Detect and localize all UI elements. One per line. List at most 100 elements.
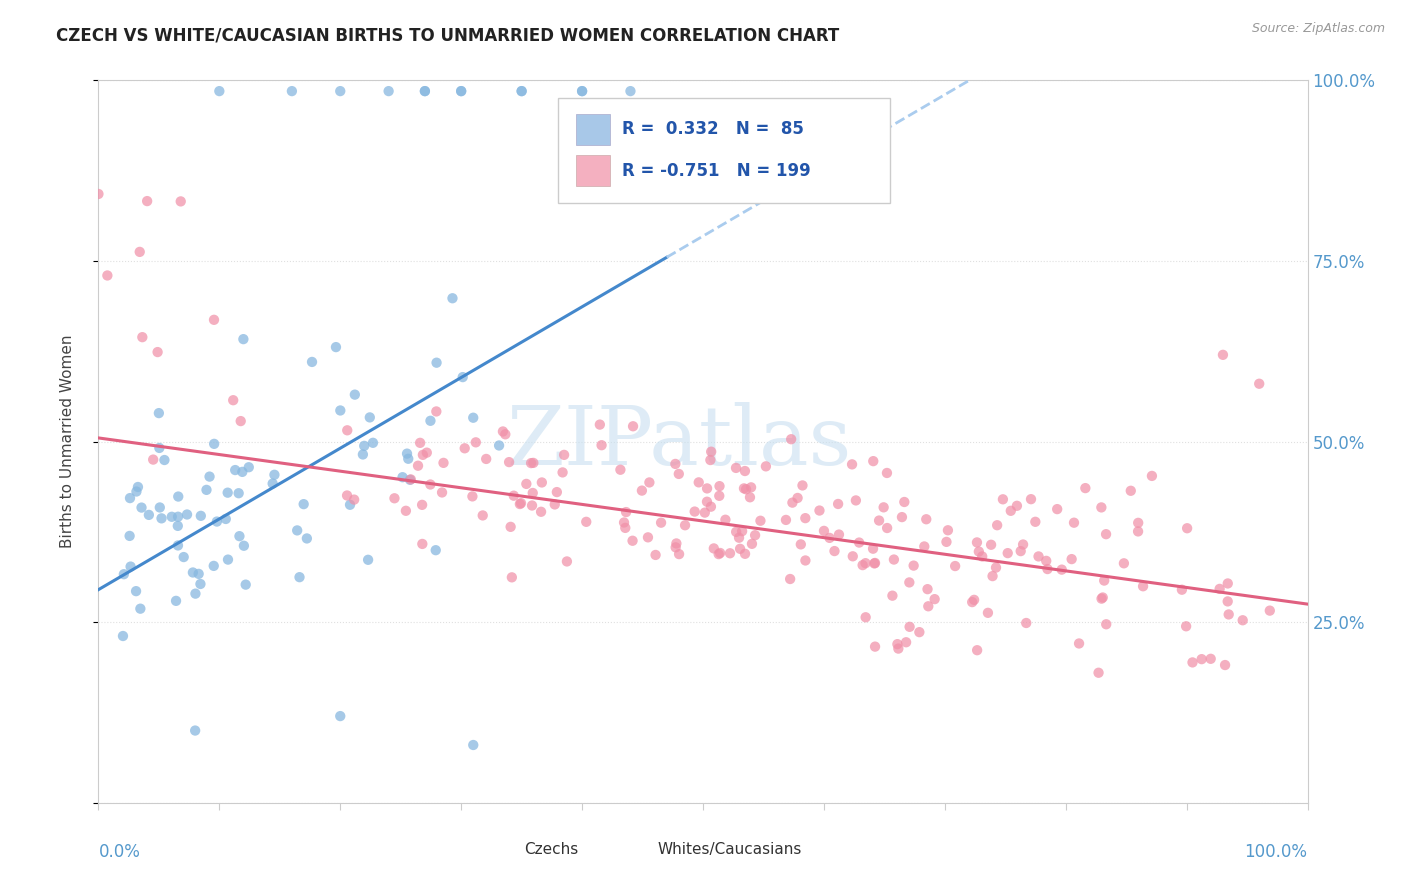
Point [198,469,221,483]
Point [808,503,831,517]
Point [1015,615,1038,630]
Point [668,467,690,481]
Point [718,546,741,560]
Point [893,495,915,509]
Point [738,490,761,504]
Point [731,524,754,538]
Point [184,723,207,738]
Point [184,587,207,601]
Point [149,500,172,515]
Point [399,472,422,486]
Point [136,194,159,208]
Point [215,512,238,526]
Point [167,490,190,504]
Point [1208,582,1230,596]
Point [520,499,543,513]
Point [1258,604,1281,618]
Point [986,518,1008,533]
Point [450,84,472,98]
Point [406,458,429,473]
Point [510,84,533,98]
Point [395,447,418,461]
Point [395,504,418,518]
Point [613,516,636,530]
Point [412,448,434,462]
Text: R =  0.332   N =  85: R = 0.332 N = 85 [621,120,804,138]
Point [190,577,212,591]
Point [872,500,894,515]
Point [841,458,863,472]
Point [1091,591,1114,605]
Point [413,84,436,98]
Point [665,536,688,550]
Point [1019,492,1042,507]
Point [845,493,868,508]
Point [883,552,905,566]
Point [205,515,228,529]
Point [943,559,966,574]
Point [619,84,641,98]
Point [1063,516,1085,530]
Point [1095,527,1118,541]
Point [741,537,763,551]
Point [501,570,523,584]
Point [224,463,246,477]
Text: R = -0.751   N = 199: R = -0.751 N = 199 [621,161,811,179]
Point [353,439,375,453]
Point [384,491,406,506]
Point [855,556,877,570]
Point [522,456,544,470]
Point [471,508,494,523]
Point [709,546,731,560]
Point [614,505,637,519]
Point [430,485,453,500]
Point [1175,619,1198,633]
Point [792,478,814,492]
Point [217,552,239,566]
FancyBboxPatch shape [624,838,651,861]
Point [451,370,474,384]
Point [637,530,659,544]
Point [855,610,877,624]
Point [1171,582,1194,597]
Point [411,498,433,512]
Point [325,340,347,354]
Point [419,414,441,428]
Point [790,537,813,551]
Point [703,541,725,556]
Point [609,463,631,477]
Point [707,547,730,561]
Point [728,531,751,545]
Point [165,594,187,608]
Point [530,505,553,519]
Point [285,524,308,538]
Point [740,480,762,494]
Point [118,491,141,505]
Point [786,491,808,505]
Point [87,186,110,201]
Point [749,514,772,528]
Point [1199,652,1222,666]
Point [794,553,817,567]
Point [488,438,510,452]
Point [120,559,142,574]
Point [1212,348,1234,362]
Point [555,554,578,568]
Point [262,476,284,491]
Point [510,84,533,98]
Point [1087,665,1109,680]
Point [228,486,250,500]
Point [981,569,1004,583]
Point [714,513,737,527]
Point [167,538,190,552]
Point [1181,656,1204,670]
Text: Source: ZipAtlas.com: Source: ZipAtlas.com [1251,22,1385,36]
Text: ZIPatlas: ZIPatlas [506,401,852,482]
Point [1128,516,1150,530]
Point [281,84,304,98]
Point [343,387,366,401]
Point [967,544,990,558]
Point [813,524,835,538]
Point [848,535,870,549]
Point [170,194,193,209]
